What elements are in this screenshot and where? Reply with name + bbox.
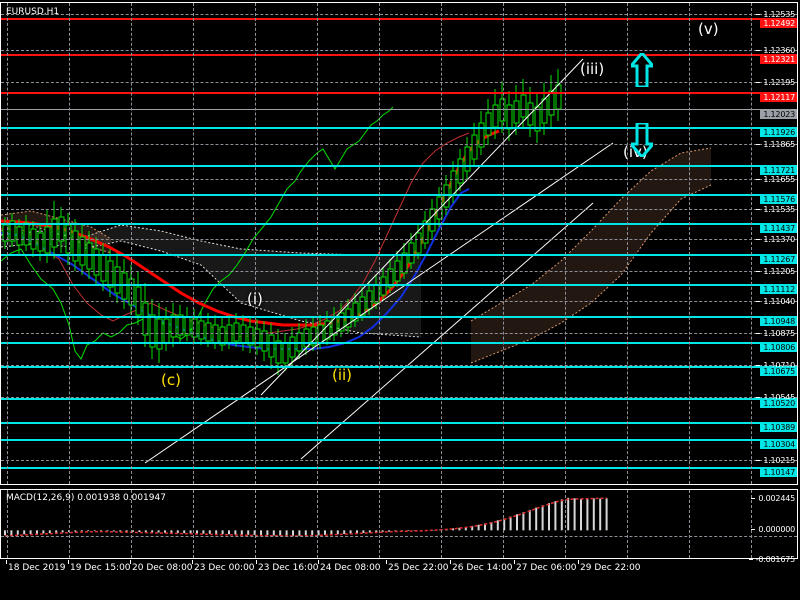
support-resistance-line-cyan[interactable]	[1, 316, 797, 318]
price-plot-area[interactable]	[1, 3, 797, 484]
time-axis-tick-label[interactable]: 25 Dec 22:00	[388, 563, 449, 573]
resistance-line-red[interactable]	[1, 18, 797, 20]
macd-axis-tick[interactable]: -0.001675	[748, 555, 797, 564]
price-axis-tick[interactable]: 1.11370	[756, 235, 797, 244]
time-axis-tick-mark	[6, 560, 7, 564]
macd-indicator-title: MACD(12,26,9) 0.001938 0.001947	[6, 493, 166, 503]
trendline-upper	[260, 58, 584, 396]
price-level-tag[interactable]: 1.10304	[760, 440, 797, 449]
price-level-tag[interactable]: 1.11267	[760, 255, 797, 264]
price-level-tag[interactable]: 1.11576	[760, 195, 797, 204]
price-axis-tick[interactable]: 1.11205	[756, 267, 797, 276]
arrow-down-icon[interactable]	[631, 123, 653, 157]
ma-blue	[1, 188, 470, 350]
time-axis-tick-mark	[256, 560, 257, 564]
price-level-tag[interactable]: 1.10389	[760, 423, 797, 432]
elliott-wave-label[interactable]: (c)	[161, 371, 181, 389]
price-axis-tick[interactable]: 1.12535	[756, 10, 797, 19]
support-resistance-line-cyan[interactable]	[1, 439, 797, 441]
price-chart-panel[interactable]: 1.12535 1.12492 1.12360 1.12321 1.12195 1.121…	[0, 2, 798, 485]
macd-series-svg	[4, 497, 608, 537]
support-resistance-line-cyan[interactable]	[1, 422, 797, 424]
support-resistance-line-cyan[interactable]	[1, 165, 797, 167]
support-resistance-line-cyan[interactable]	[1, 342, 797, 344]
macd-axis[interactable]: 0.002445 0.000000 -0.001675	[745, 490, 797, 564]
arrow-up-icon[interactable]	[631, 53, 653, 87]
price-axis[interactable]: 1.12535 1.12492 1.12360 1.12321 1.12195 1.121…	[745, 3, 797, 484]
price-level-tag[interactable]: 1.10147	[760, 468, 797, 477]
price-axis-tick[interactable]: 1.11040	[756, 297, 797, 306]
support-resistance-line-cyan[interactable]	[1, 194, 797, 196]
price-level-tag[interactable]: 1.11721	[760, 166, 797, 175]
time-axis-tick-label[interactable]: 18 Dec 2019	[8, 563, 66, 573]
time-axis-tick-mark	[68, 560, 69, 564]
resistance-line-red[interactable]	[1, 92, 797, 94]
time-axis-tick-mark	[450, 560, 451, 564]
support-resistance-line-cyan[interactable]	[1, 127, 797, 129]
time-axis-tick-label[interactable]: 26 Dec 14:00	[452, 563, 513, 573]
price-level-tag[interactable]: 1.12492	[760, 19, 797, 28]
time-axis-tick-mark	[318, 560, 319, 564]
time-axis-tick-label[interactable]: 23 Dec 00:00	[194, 563, 255, 573]
time-axis-tick-label[interactable]: 24 Dec 08:00	[320, 563, 381, 573]
elliott-wave-label[interactable]: (ii)	[332, 366, 353, 384]
time-axis[interactable]: 18 Dec 2019 19 Dec 15:00 20 Dec 08:00 23 De…	[0, 560, 800, 600]
time-axis-tick-label[interactable]: 19 Dec 15:00	[70, 563, 131, 573]
time-axis-tick-mark	[578, 560, 579, 564]
price-axis-tick[interactable]: 1.12360	[756, 46, 797, 55]
support-resistance-line-cyan[interactable]	[1, 467, 797, 469]
support-resistance-line-cyan[interactable]	[1, 223, 797, 225]
current-price-line[interactable]	[1, 109, 797, 110]
macd-axis-tick[interactable]: 0.002445	[751, 494, 797, 503]
time-axis-tick-label[interactable]: 20 Dec 08:00	[132, 563, 193, 573]
time-axis-tick-mark	[514, 560, 515, 564]
price-level-tag[interactable]: 1.10520	[760, 399, 797, 408]
macd-histogram	[4, 497, 608, 536]
price-axis-tick[interactable]: 1.10545	[756, 393, 797, 402]
time-axis-tick-mark	[130, 560, 131, 564]
price-level-tag[interactable]: 1.11926	[760, 128, 797, 137]
support-resistance-line-cyan[interactable]	[1, 284, 797, 286]
support-resistance-line-cyan[interactable]	[1, 254, 797, 256]
price-level-tag[interactable]: 1.12023	[760, 110, 797, 119]
price-axis-tick[interactable]: 1.10215	[756, 456, 797, 465]
time-axis-tick-label[interactable]: 23 Dec 16:00	[258, 563, 319, 573]
price-level-tag[interactable]: 1.11112	[760, 285, 797, 294]
macd-axis-tick[interactable]: 0.000000	[751, 525, 797, 534]
price-level-tag[interactable]: 1.10675	[760, 367, 797, 376]
trendline-middle	[300, 202, 594, 460]
chart-symbol-title: EURUSD,H1	[6, 7, 60, 17]
price-axis-tick[interactable]: 1.11655	[756, 175, 797, 184]
resistance-line-red[interactable]	[1, 54, 797, 56]
support-resistance-line-cyan[interactable]	[1, 398, 797, 400]
macd-panel[interactable]: 0.002445 0.000000 -0.001675 MACD(12,26,9) …	[0, 489, 798, 564]
time-axis-tick-mark	[192, 560, 193, 564]
price-axis-tick[interactable]: 1.12195	[756, 78, 797, 87]
time-axis-tick-label[interactable]: 27 Dec 06:00	[516, 563, 577, 573]
support-resistance-line-cyan[interactable]	[1, 366, 797, 368]
price-level-tag[interactable]: 1.11437	[760, 224, 797, 233]
time-axis-tick-label[interactable]: 29 Dec 22:00	[580, 563, 641, 573]
elliott-wave-label[interactable]: (iii)	[580, 60, 605, 78]
price-axis-tick[interactable]: 1.10875	[756, 329, 797, 338]
price-level-tag[interactable]: 1.10806	[760, 343, 797, 352]
price-level-tag[interactable]: 1.12117	[760, 93, 797, 102]
time-axis-tick-mark	[386, 560, 387, 564]
price-level-tag[interactable]: 1.12321	[760, 55, 797, 64]
price-axis-tick[interactable]: 1.11535	[756, 205, 797, 214]
elliott-wave-label[interactable]: (v)	[698, 20, 719, 38]
price-axis-tick[interactable]: 1.10710	[756, 361, 797, 370]
price-level-tag[interactable]: 1.10948	[760, 317, 797, 326]
price-axis-tick[interactable]: 1.11865	[756, 140, 797, 149]
macd-signal-line	[4, 497, 607, 537]
elliott-wave-label[interactable]: (i)	[247, 290, 263, 308]
